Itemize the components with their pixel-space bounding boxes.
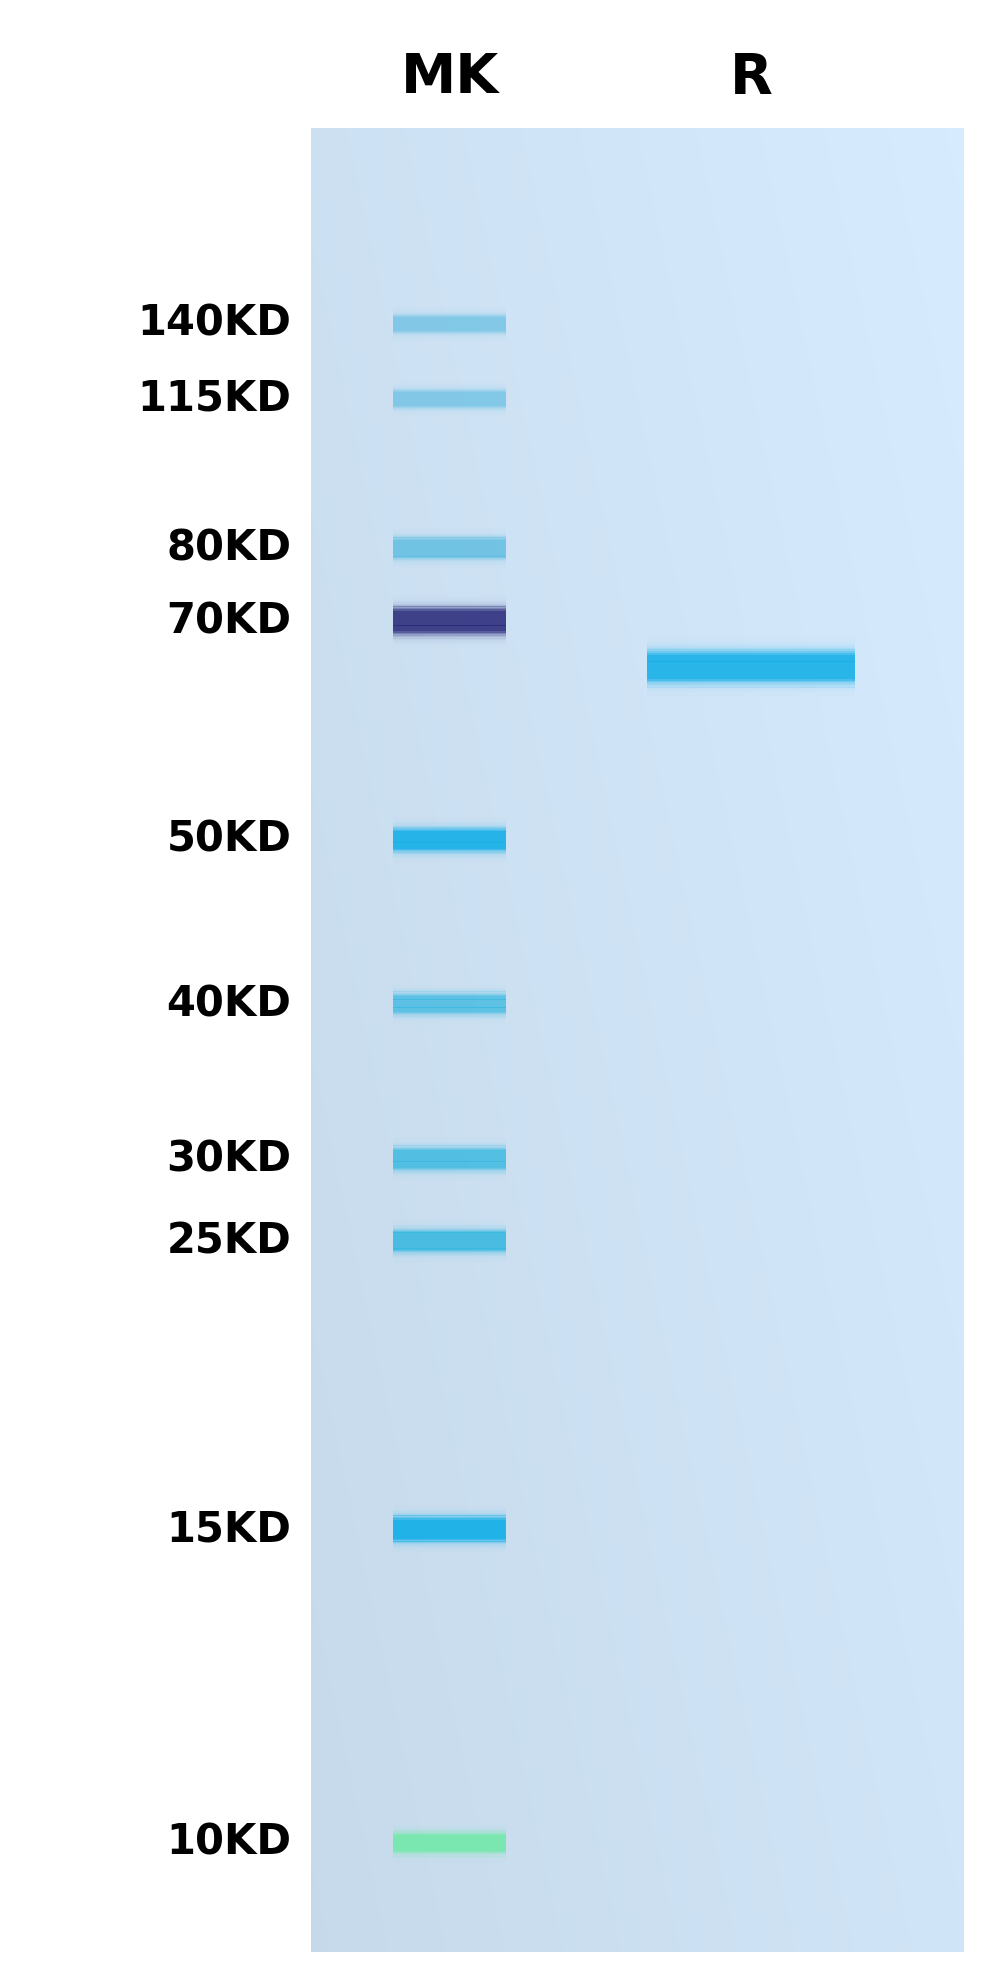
- Text: R: R: [729, 52, 773, 105]
- Text: 50KD: 50KD: [167, 819, 291, 860]
- Text: 80KD: 80KD: [166, 527, 291, 569]
- Text: 40KD: 40KD: [167, 983, 291, 1025]
- Text: 30KD: 30KD: [166, 1138, 291, 1179]
- Text: MK: MK: [400, 52, 499, 105]
- Text: 140KD: 140KD: [137, 303, 291, 345]
- Text: 15KD: 15KD: [167, 1508, 291, 1550]
- Text: 25KD: 25KD: [167, 1221, 291, 1263]
- Text: 115KD: 115KD: [137, 379, 291, 420]
- Text: 10KD: 10KD: [166, 1821, 291, 1863]
- Text: 70KD: 70KD: [166, 601, 291, 642]
